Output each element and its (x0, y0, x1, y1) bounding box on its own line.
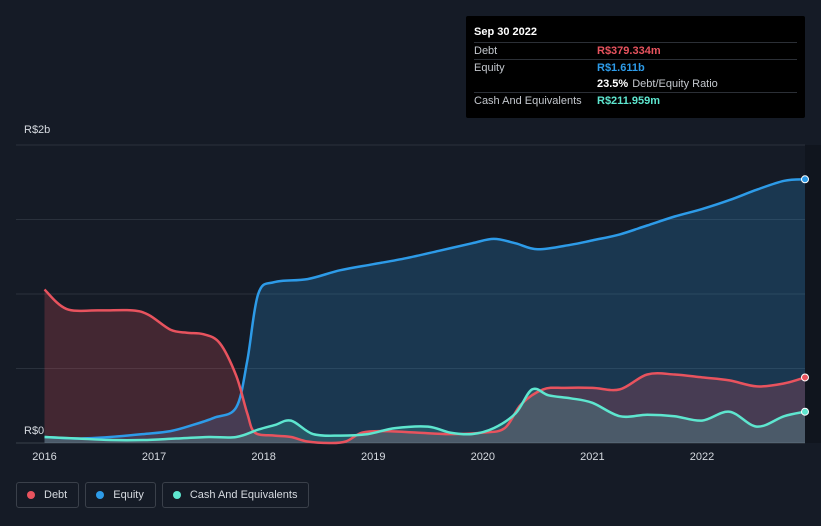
equity-area (44, 179, 805, 444)
series-areas (44, 179, 805, 444)
debt-dot-icon (27, 491, 35, 499)
tooltip-date: Sep 30 2022 (474, 26, 537, 38)
equity-line (44, 178, 806, 440)
x-tick-label: 2016 (32, 451, 57, 463)
x-tick-label: 2022 (689, 451, 715, 463)
tooltip-debt-value: R$379.334m (597, 45, 661, 57)
equity-end-marker (801, 175, 809, 184)
legend-item-debt[interactable]: Debt (16, 482, 80, 508)
tooltip-equity-value: R$1.611b (597, 62, 645, 74)
legend-label-debt: Debt (44, 489, 68, 501)
y-tick-label-top: R$2b (24, 124, 51, 136)
cash-and-equivalents-end-marker (801, 407, 809, 416)
x-tick-label: 2021 (580, 451, 605, 463)
legend-item-equity[interactable]: Equity (85, 482, 156, 508)
tooltip-cash-label: Cash And Equivalents (474, 95, 582, 107)
x-tick-label: 2017 (141, 451, 167, 463)
data-tooltip: Sep 30 2022 Debt R$379.334m Equity R$1.6… (466, 16, 805, 118)
cash-dot-icon (172, 491, 181, 499)
tooltip-ratio-label: Debt/Equity Ratio (632, 78, 718, 90)
debt-line (43, 288, 806, 445)
cash-and-equivalents-line (44, 387, 806, 442)
tooltip-row-equity: Equity R$1.611b (474, 59, 797, 76)
debt-end-marker (801, 373, 809, 382)
y-tick-label-zero: R$0 (24, 425, 45, 437)
tooltip-row-ratio: 23.5% Debt/Equity Ratio (474, 76, 797, 92)
legend-label-cash: Cash And Equivalents (189, 489, 298, 501)
legend-label-equity: Equity (113, 489, 144, 501)
tooltip-row-debt: Debt R$379.334m (474, 42, 797, 59)
series-lines (43, 178, 806, 445)
cash-and-equivalents-area (44, 388, 805, 443)
tooltip-ratio-value: 23.5% (597, 78, 629, 90)
tooltip-row-cash: Cash And Equivalents R$211.959m (474, 92, 797, 109)
x-tick-label: 2019 (360, 451, 386, 463)
equity-dot-icon (96, 491, 105, 499)
debt-area (44, 289, 805, 444)
legend-item-cash[interactable]: Cash And Equivalents (161, 482, 310, 508)
x-tick-label: 2020 (470, 451, 496, 463)
tooltip-equity-label: Equity (474, 62, 505, 74)
plot-future-shade (805, 145, 821, 443)
grid-lines (16, 144, 805, 444)
chart-legend: Debt Equity Cash And Equivalents (16, 482, 310, 508)
end-markers (801, 175, 809, 416)
tooltip-cash-value: R$211.959m (597, 95, 660, 107)
x-tick-label: 2018 (251, 451, 276, 463)
tooltip-debt-label: Debt (474, 45, 498, 57)
